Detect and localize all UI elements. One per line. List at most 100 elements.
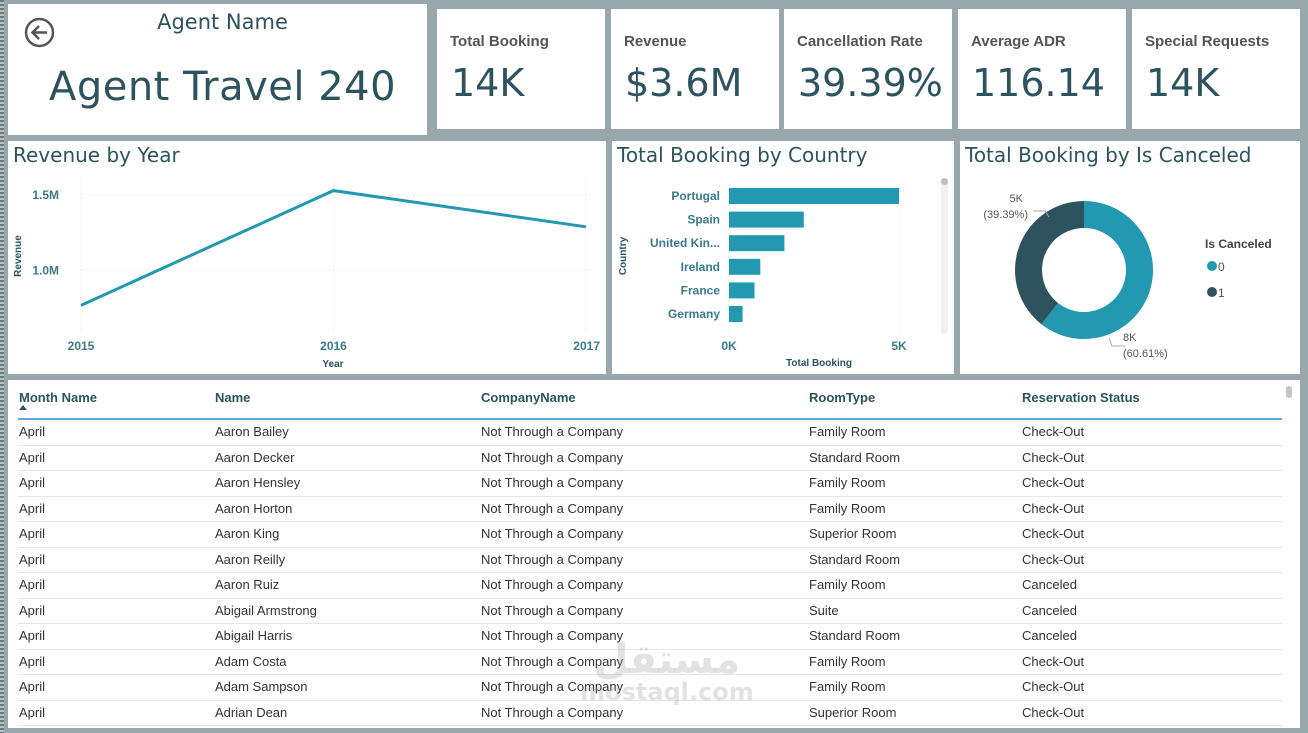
donut-slice-0[interactable] bbox=[1041, 201, 1153, 339]
cell-reservation-status: Check-Out bbox=[1022, 449, 1085, 465]
cell-month-name: April bbox=[19, 475, 46, 490]
cell-room-type: Family Room bbox=[809, 424, 886, 439]
cell-month-name: April bbox=[19, 449, 46, 465]
column-header-room-type[interactable]: RoomType bbox=[809, 390, 876, 405]
x-tick-label: 2015 bbox=[68, 339, 95, 353]
country-label: France bbox=[681, 283, 721, 297]
table-scrollbar-thumb[interactable] bbox=[1286, 386, 1292, 398]
country-label: Portugal bbox=[671, 189, 720, 203]
cell-reservation-status: Canceled bbox=[1022, 602, 1077, 618]
leader-line bbox=[1108, 337, 1125, 347]
column-header-company-name[interactable]: CompanyName bbox=[481, 390, 576, 405]
country-bar[interactable] bbox=[729, 235, 785, 252]
cell-reservation-status: Canceled bbox=[1022, 577, 1077, 592]
kpi-label: Total Booking bbox=[450, 33, 549, 50]
legend-marker-0[interactable] bbox=[1207, 261, 1217, 271]
reservations-table: Month Name Name CompanyName RoomType Res… bbox=[8, 380, 1300, 728]
table-row[interactable]: April Aaron Hensley Not Through a Company F… bbox=[18, 471, 1282, 497]
column-header-name[interactable]: Name bbox=[215, 390, 251, 405]
cell-name: Adam Sampson bbox=[215, 679, 308, 694]
back-arrow-circle-icon[interactable] bbox=[24, 17, 55, 48]
cell-month-name: April bbox=[19, 628, 46, 643]
cell-month-name: April bbox=[19, 653, 46, 669]
legend-marker-1[interactable] bbox=[1207, 287, 1217, 297]
x-tick-label: 2016 bbox=[320, 339, 347, 353]
cell-company-name: Not Through a Company bbox=[481, 679, 624, 694]
cell-month-name: April bbox=[19, 602, 46, 618]
column-header-reservation-status[interactable]: Reservation Status bbox=[1022, 390, 1140, 405]
table-row[interactable]: April Aaron King Not Through a Company Supe… bbox=[18, 522, 1282, 548]
table-row[interactable]: April Aaron Bailey Not Through a Company Fa… bbox=[18, 420, 1282, 446]
table-row[interactable]: April Aaron Ruiz Not Through a Company Fami… bbox=[18, 573, 1282, 599]
agent-name-card: Agent Name Agent Travel 240 bbox=[8, 4, 427, 135]
cell-company-name: Not Through a Company bbox=[481, 704, 624, 720]
cell-name: Aaron Reilly bbox=[215, 551, 286, 567]
booking-by-is-canceled-chart[interactable]: Total Booking by Is Canceled 8K (60.61%) 5… bbox=[960, 141, 1300, 374]
kpi-card-average-adr: Average ADR 116.14 bbox=[958, 9, 1126, 129]
country-label: Spain bbox=[687, 213, 720, 227]
cell-reservation-status: Check-Out bbox=[1022, 704, 1085, 720]
cell-reservation-status: Check-Out bbox=[1022, 653, 1085, 669]
table-row[interactable]: April Adrian Dean Not Through a Company Sup… bbox=[18, 701, 1282, 726]
table-row[interactable]: April Adam Sampson Not Through a Company Fa… bbox=[18, 675, 1282, 701]
sort-ascending-icon[interactable] bbox=[19, 405, 27, 410]
table-row[interactable]: April Abigail Harris Not Through a Company… bbox=[18, 624, 1282, 650]
y-tick-label: 1.0M bbox=[32, 264, 59, 278]
column-header-month-name[interactable]: Month Name bbox=[19, 390, 97, 405]
cell-month-name: April bbox=[19, 551, 46, 567]
cell-name: Aaron Decker bbox=[215, 449, 295, 465]
kpi-value: 39.39% bbox=[798, 61, 943, 105]
chart-scrollbar[interactable] bbox=[941, 178, 948, 334]
revenue-by-year-chart[interactable]: Revenue by Year 1.0M 1.5M 2015 2016 2017 Year… bbox=[8, 141, 606, 374]
donut-slice-1[interactable] bbox=[1015, 201, 1084, 325]
cell-company-name: Not Through a Company bbox=[481, 628, 624, 643]
cell-month-name: April bbox=[19, 679, 46, 694]
cell-month-name: April bbox=[19, 424, 46, 439]
cell-name: Aaron Bailey bbox=[215, 424, 289, 439]
country-label: United Kin... bbox=[650, 236, 720, 250]
kpi-value: 14K bbox=[451, 61, 525, 105]
cell-company-name: Not Through a Company bbox=[481, 424, 624, 439]
cell-room-type: Standard Room bbox=[809, 449, 901, 465]
chart-title: Revenue by Year bbox=[13, 143, 180, 167]
table-row[interactable]: April Aaron Horton Not Through a Company Fa… bbox=[18, 497, 1282, 522]
cell-company-name: Not Through a Company bbox=[481, 449, 624, 465]
revenue-series-line[interactable] bbox=[80, 189, 587, 307]
canceled-donut-chart-svg: 8K (60.61%) 5K (39.39%) Is Canceled 0 1 bbox=[983, 193, 1272, 360]
cell-room-type: Superior Room bbox=[809, 526, 897, 541]
cell-reservation-status: Check-Out bbox=[1022, 679, 1085, 694]
booking-by-country-chart[interactable]: Total Booking by Country 0K 5K Portugal Spa… bbox=[612, 141, 954, 374]
country-bar[interactable] bbox=[729, 211, 804, 228]
legend-label: 0 bbox=[1218, 260, 1225, 274]
kpi-value: 116.14 bbox=[972, 61, 1105, 105]
data-label-value: 8K bbox=[1123, 332, 1137, 344]
country-label: Germany bbox=[668, 307, 720, 321]
kpi-label: Revenue bbox=[624, 33, 687, 50]
country-bar[interactable] bbox=[729, 282, 755, 299]
country-bar[interactable] bbox=[729, 188, 899, 204]
country-bar[interactable] bbox=[729, 306, 743, 322]
table-row[interactable]: April Aaron Decker Not Through a Company St… bbox=[18, 446, 1282, 471]
kpi-card-cancellation-rate: Cancellation Rate 39.39% bbox=[784, 9, 952, 129]
country-bar[interactable] bbox=[729, 258, 761, 275]
cell-name: Adam Costa bbox=[215, 653, 287, 669]
table-row[interactable]: April Abigail Armstrong Not Through a Comp… bbox=[18, 599, 1282, 624]
cell-room-type: Family Room bbox=[809, 577, 886, 592]
cell-month-name: April bbox=[19, 704, 46, 720]
cell-room-type: Suite bbox=[809, 602, 839, 618]
legend-title: Is Canceled bbox=[1205, 237, 1272, 251]
cell-month-name: April bbox=[19, 526, 46, 541]
cell-name: Aaron Horton bbox=[215, 500, 293, 516]
agent-name-label: Agent Name bbox=[157, 10, 288, 34]
cell-room-type: Family Room bbox=[809, 500, 886, 516]
scrollbar-thumb[interactable] bbox=[941, 178, 948, 185]
cell-name: Aaron King bbox=[215, 526, 280, 541]
chart-title: Total Booking by Is Canceled bbox=[965, 143, 1252, 167]
data-label-value: 5K bbox=[1010, 193, 1024, 205]
kpi-label: Cancellation Rate bbox=[797, 33, 923, 50]
cell-reservation-status: Check-Out bbox=[1022, 551, 1085, 567]
x-tick-label: 0K bbox=[721, 339, 737, 353]
table-row[interactable]: April Aaron Reilly Not Through a Company St… bbox=[18, 548, 1282, 573]
y-axis-title: Revenue bbox=[13, 235, 24, 277]
table-row[interactable]: April Adam Costa Not Through a Company Fami… bbox=[18, 650, 1282, 675]
